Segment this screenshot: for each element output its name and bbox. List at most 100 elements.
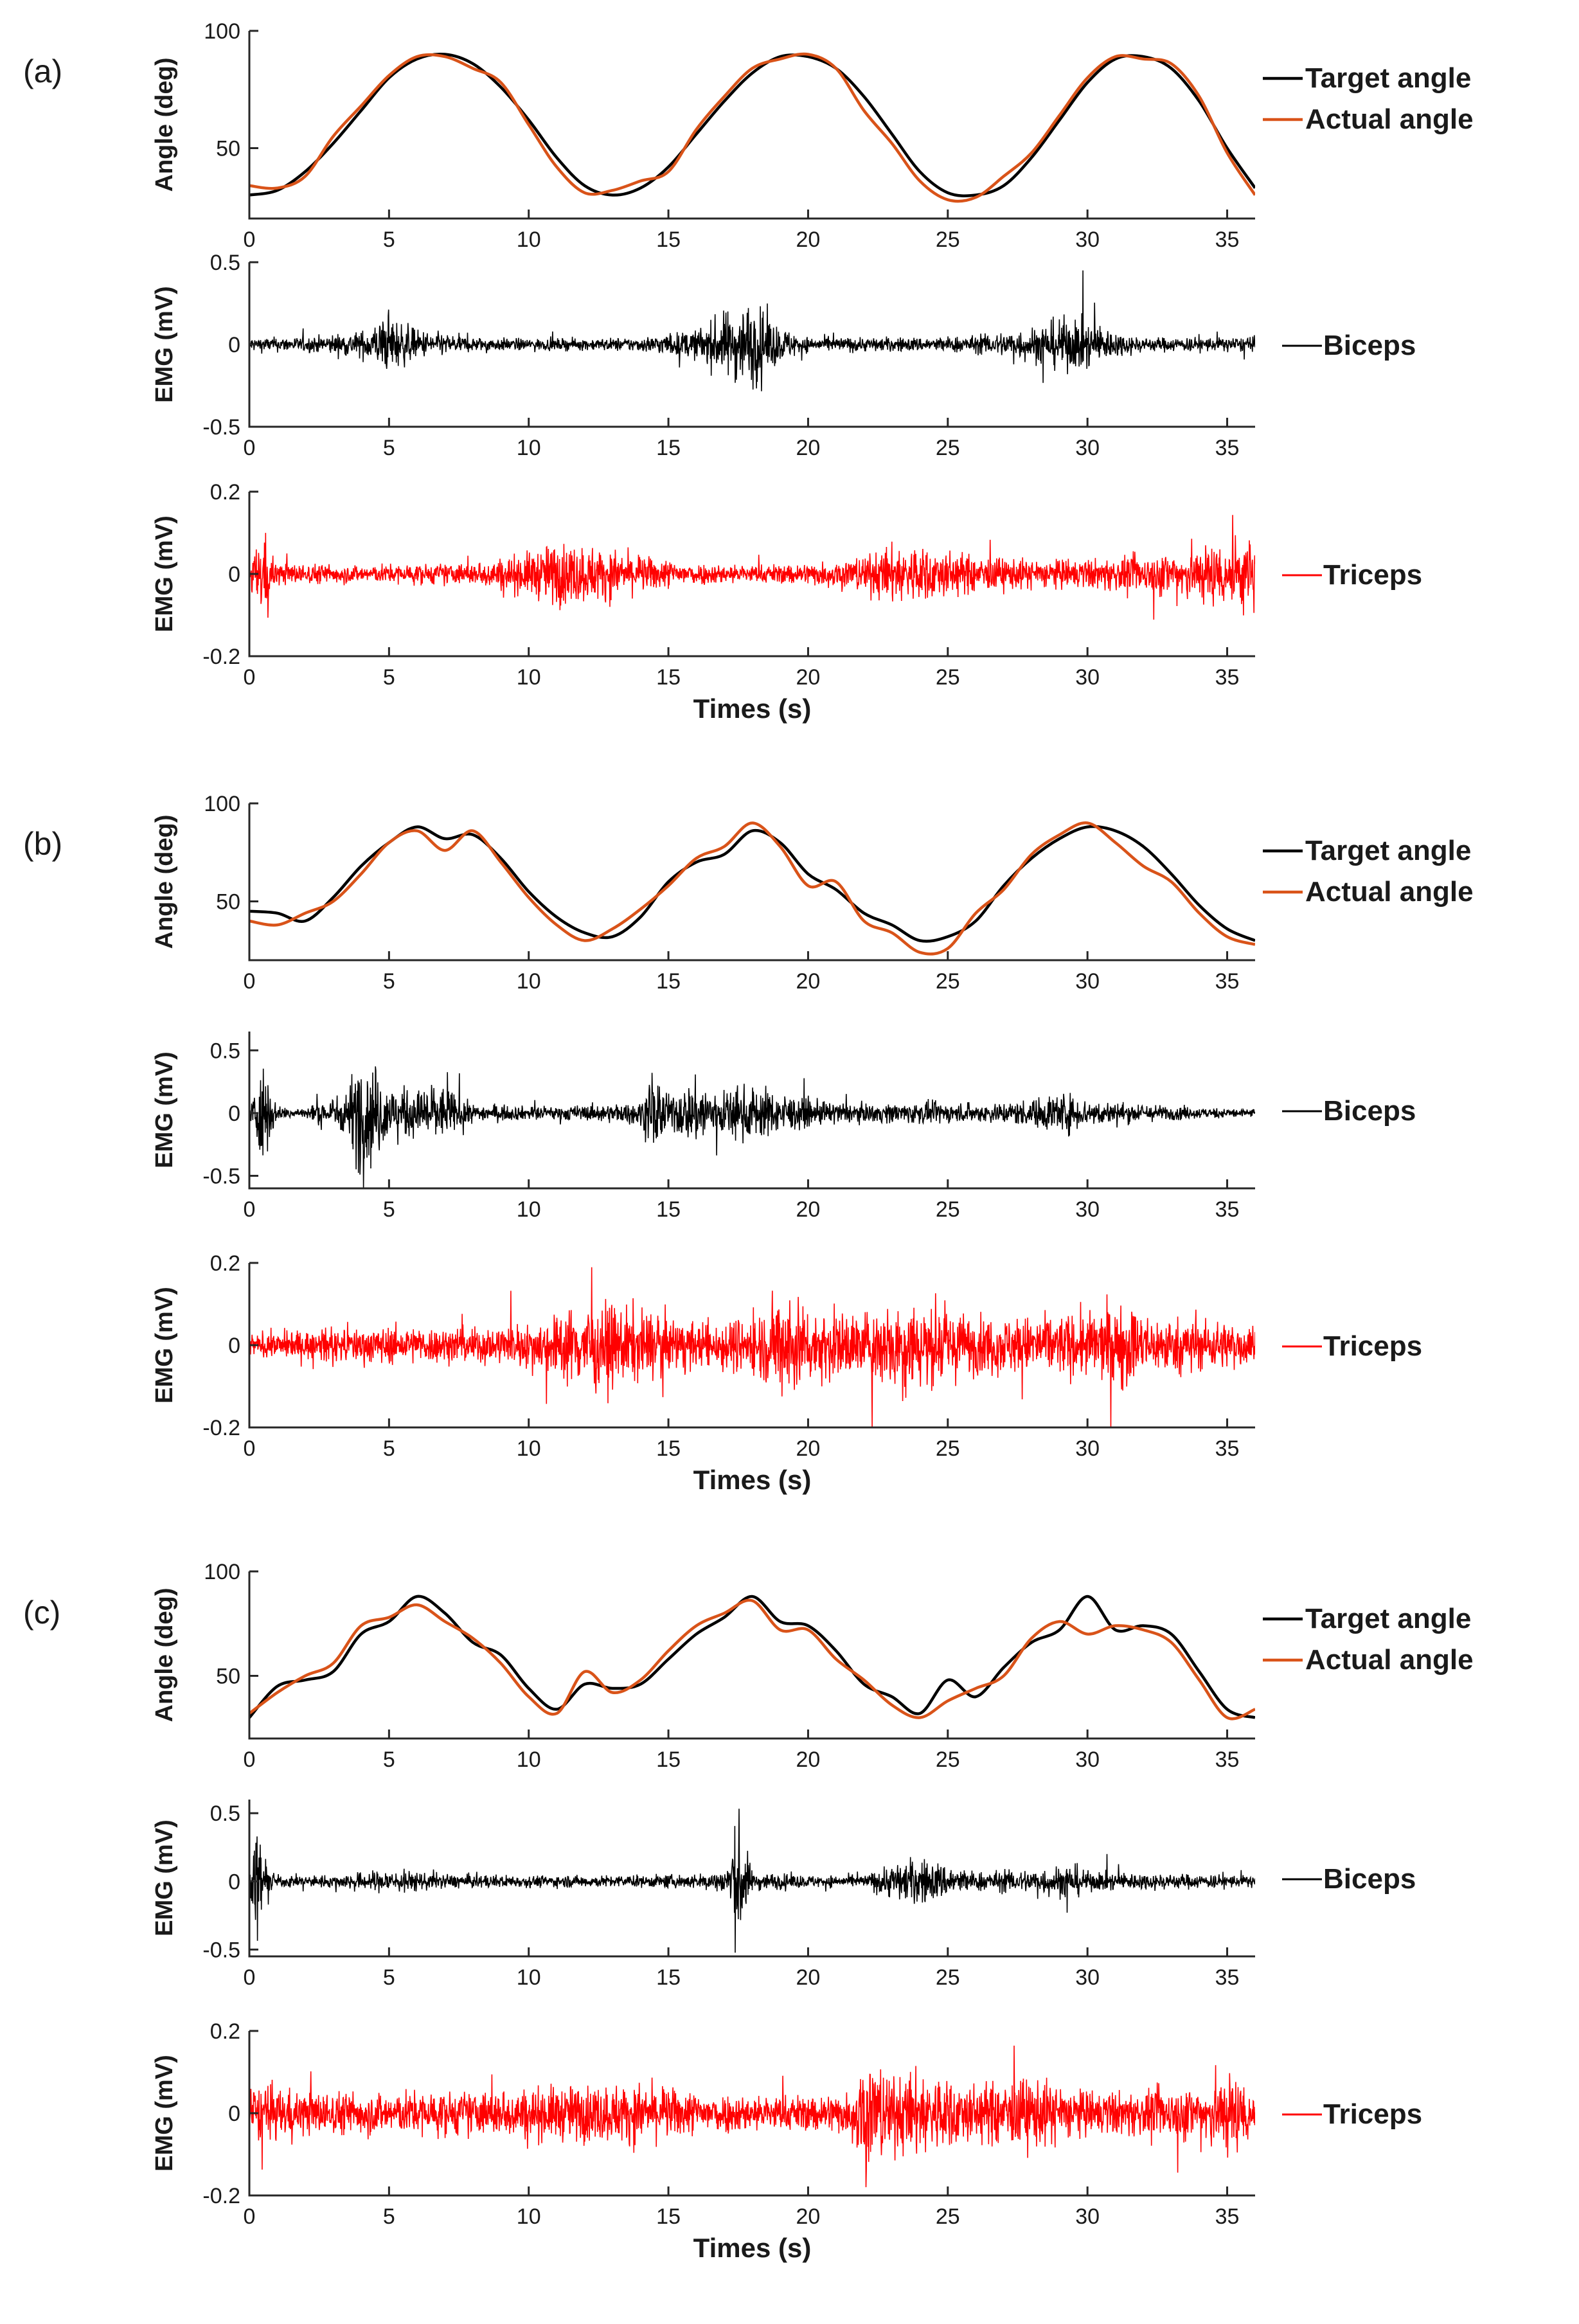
legend: Target angle Actual angle <box>1263 1603 1474 1676</box>
x-tick-label: 20 <box>796 1965 821 1990</box>
legend: Biceps <box>1282 1095 1416 1127</box>
x-tick-label: 15 <box>656 228 681 252</box>
x-tick-label: 30 <box>1075 1197 1100 1222</box>
y-axis-label: EMG (mV) <box>151 515 178 632</box>
legend-label: Actual angle <box>1305 1644 1474 1676</box>
y-tick-label: 100 <box>204 19 240 44</box>
x-tick-label: 15 <box>656 665 681 690</box>
x-tick-label: 30 <box>1075 1436 1100 1461</box>
legend: Triceps <box>1282 559 1422 591</box>
x-tick-label: 30 <box>1075 2204 1100 2229</box>
x-tick-label: 25 <box>936 969 960 994</box>
subplot-a-angle: 0 5 10 15 20 25 30 35 50 100 Angle (deg) Target ang… <box>151 19 1474 252</box>
x-tick-label: 15 <box>656 2204 681 2229</box>
x-tick-label: 15 <box>656 1436 681 1461</box>
x-tick-label: 10 <box>517 665 541 690</box>
y-tick-label: -0.5 <box>202 415 240 440</box>
emg-trace-biceps <box>249 270 1255 391</box>
y-tick-label: 0 <box>228 333 240 357</box>
y-axis-label: EMG (mV) <box>151 1819 178 1936</box>
legend: Target angle Actual angle <box>1263 835 1474 907</box>
x-tick-label: 20 <box>796 1747 821 1772</box>
subplot-c-angle: 0 5 10 15 20 25 30 35 50 100 Angle (deg) Target ang… <box>151 1560 1474 1772</box>
x-tick-label: 35 <box>1215 665 1240 690</box>
panel-label: (a) <box>23 53 62 89</box>
y-tick-label: 100 <box>204 1560 240 1584</box>
x-tick-label: 0 <box>244 228 256 252</box>
x-tick-label: 15 <box>656 436 681 460</box>
subplot-b-angle: 0 5 10 15 20 25 30 35 50 100 Angle (deg) Target ang… <box>151 792 1474 994</box>
y-axis-label: Angle (deg) <box>151 815 178 949</box>
x-tick-label: 30 <box>1075 665 1100 690</box>
y-tick-label: 50 <box>216 890 240 915</box>
x-tick-label: 5 <box>383 969 395 994</box>
legend: Triceps <box>1282 1330 1422 1362</box>
x-tick-label: 20 <box>796 2204 821 2229</box>
series-line-actual-angle <box>249 1598 1255 1721</box>
x-tick-label: 20 <box>796 1436 821 1461</box>
y-tick-label: 0.2 <box>210 1251 240 1276</box>
legend-label: Actual angle <box>1305 876 1474 907</box>
emg-trace-biceps <box>249 1809 1255 1953</box>
x-tick-label: 5 <box>383 228 395 252</box>
x-tick-label: 10 <box>517 969 541 994</box>
x-tick-label: 5 <box>383 665 395 690</box>
x-tick-label: 35 <box>1215 1197 1240 1222</box>
x-tick-label: 25 <box>936 1965 960 1990</box>
legend: Target angle Actual angle <box>1263 62 1474 135</box>
x-tick-label: 35 <box>1215 1747 1240 1772</box>
x-tick-label: 30 <box>1075 969 1100 994</box>
x-tick-label: 35 <box>1215 2204 1240 2229</box>
y-tick-label: -0.2 <box>202 645 240 669</box>
y-tick-label: 0.2 <box>210 2019 240 2044</box>
x-tick-label: 10 <box>517 1436 541 1461</box>
x-tick-label: 35 <box>1215 1965 1240 1990</box>
x-tick-label: 0 <box>244 665 256 690</box>
legend-label: Target angle <box>1305 1603 1471 1634</box>
panel-label: (b) <box>23 826 62 862</box>
x-tick-label: 0 <box>244 2204 256 2229</box>
x-tick-label: 0 <box>244 1965 256 1990</box>
y-tick-label: 50 <box>216 137 240 161</box>
y-axis-label: EMG (mV) <box>151 1051 178 1168</box>
legend-label: Target angle <box>1305 62 1471 94</box>
x-tick-label: 0 <box>244 1197 256 1222</box>
x-tick-label: 30 <box>1075 436 1100 460</box>
series-line-actual-angle <box>249 52 1255 203</box>
emg-trace-triceps <box>249 515 1255 620</box>
y-tick-label: 0 <box>228 1870 240 1894</box>
y-tick-label: -0.5 <box>202 1164 240 1188</box>
x-tick-label: 30 <box>1075 1965 1100 1990</box>
y-axis-label: Angle (deg) <box>151 58 178 192</box>
x-tick-label: 25 <box>936 436 960 460</box>
legend-label: Triceps <box>1323 2098 1422 2130</box>
series-line-target-angle <box>249 52 1255 197</box>
x-tick-label: 25 <box>936 1747 960 1772</box>
series-line-actual-angle <box>249 821 1255 956</box>
y-axis-label: EMG (mV) <box>151 286 178 403</box>
legend-label: Target angle <box>1305 835 1471 866</box>
x-tick-label: 15 <box>656 969 681 994</box>
x-tick-label: 20 <box>796 1197 821 1222</box>
x-tick-label: 10 <box>517 1965 541 1990</box>
x-tick-label: 10 <box>517 1197 541 1222</box>
x-tick-label: 25 <box>936 1197 960 1222</box>
y-axis-label: Angle (deg) <box>151 1588 178 1722</box>
panel-label: (c) <box>23 1595 60 1631</box>
x-tick-label: 5 <box>383 1965 395 1990</box>
series-line-target-angle <box>249 1595 1255 1719</box>
y-tick-label: 0 <box>228 1102 240 1126</box>
x-tick-label: 5 <box>383 1747 395 1772</box>
axis-lines <box>248 31 1255 220</box>
x-tick-label: 15 <box>656 1747 681 1772</box>
x-tick-label: 15 <box>656 1965 681 1990</box>
legend-label: Biceps <box>1323 1863 1416 1895</box>
legend: Triceps <box>1282 2098 1422 2130</box>
emg-trace-triceps <box>249 2045 1255 2188</box>
x-tick-label: 35 <box>1215 969 1240 994</box>
